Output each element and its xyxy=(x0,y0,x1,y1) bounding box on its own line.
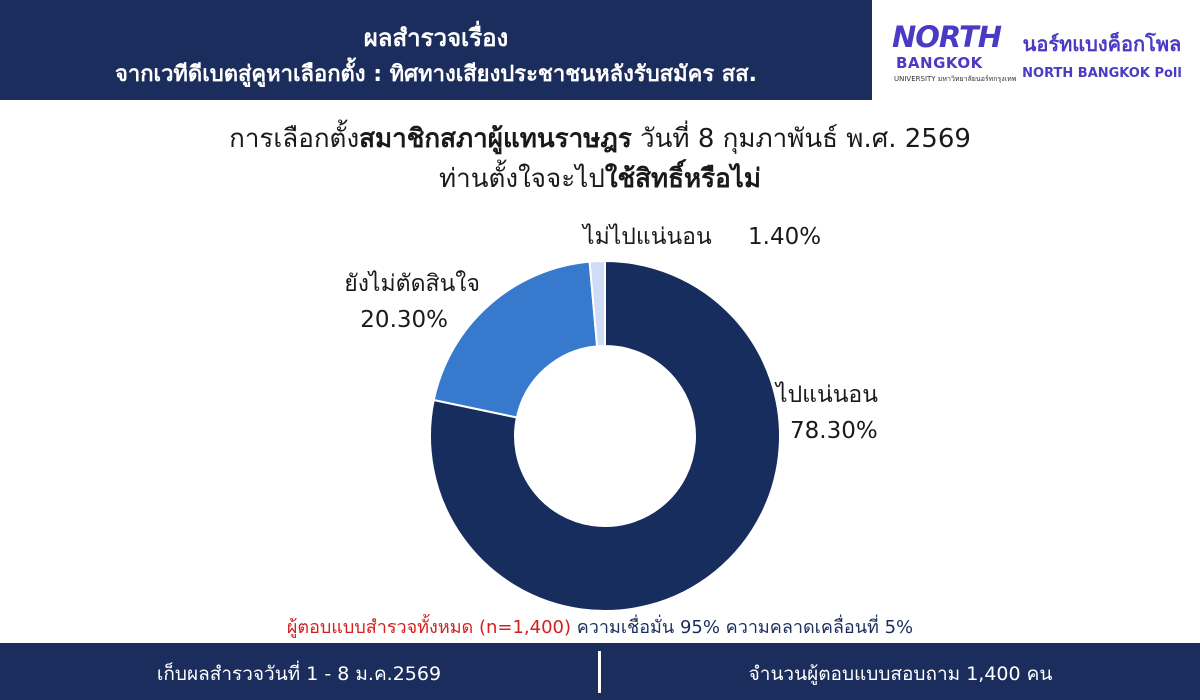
donut-slice-2 xyxy=(432,260,599,419)
value-label-3: 1.40% xyxy=(748,224,821,250)
value-label-2: 20.30% xyxy=(360,307,448,333)
respondent-count: จำนวนผู้ตอบแบบสอบถาม 1,400 คน xyxy=(748,663,1053,685)
header-line-2: จากเวทีดีเบตสู่คูหาเลือกตั้ง : ทิศทางเสี… xyxy=(114,62,758,87)
logo-mark-bottom: BANGKOK xyxy=(896,54,983,72)
poll-name-thai: นอร์ทแบงค็อกโพล xyxy=(1022,32,1182,56)
donut-slice-1 xyxy=(429,259,781,612)
survey-date: เก็บผลสำรวจวันที่ 1 - 8 ม.ค.2569 xyxy=(156,663,442,685)
title-part-d: ท่านตั้งใจจะไป xyxy=(439,164,605,194)
title-part-c: วันที่ 8 กุมภาพันธ์ พ.ศ. 2569 xyxy=(631,124,971,154)
title-part-e: ใช้สิทธิ์หรือไม่ xyxy=(604,164,761,194)
value-label-1: 78.30% xyxy=(790,418,878,444)
north-bangkok-logo: NORTH BANGKOK UNIVERSITY มหาวิทยาลัยนอร์… xyxy=(892,20,1016,84)
chart-title-line-1: การเลือกตั้งสมาชิกสภาผู้แทนราษฎร วันที่ … xyxy=(0,118,1200,159)
poll-name: นอร์ทแบงค็อกโพล NORTH BANGKOK Poll xyxy=(1010,28,1194,81)
confidence-note: ความเชื่อมั่น 95% ความคลาดเคลื่อนที่ 5% xyxy=(571,617,914,638)
title-part-b: สมาชิกสภาผู้แทนราษฎร xyxy=(359,124,632,154)
header-banner: ผลสำรวจเรื่อง จากเวทีดีเบตสู่คูหาเลือกตั… xyxy=(0,0,872,100)
donut-slice-3 xyxy=(588,259,606,348)
sample-size-note: ผู้ตอบแบบสำรวจทั้งหมด (n=1,400) xyxy=(286,617,572,638)
poll-name-english: NORTH BANGKOK Poll xyxy=(1022,66,1182,81)
logo-mark-top: NORTH xyxy=(892,20,1002,54)
sample-note: ผู้ตอบแบบสำรวจทั้งหมด (n=1,400) ความเชื่… xyxy=(0,612,1200,641)
category-label-2: ยังไม่ตัดสินใจ xyxy=(344,270,480,297)
logo-mark-sub: UNIVERSITY มหาวิทยาลัยนอร์ทกรุงเทพ xyxy=(894,75,1017,83)
title-part-a: การเลือกตั้ง xyxy=(229,124,360,154)
logo-area: NORTH BANGKOK UNIVERSITY มหาวิทยาลัยนอร์… xyxy=(872,0,1200,100)
footer-bar: เก็บผลสำรวจวันที่ 1 - 8 ม.ค.2569 จำนวนผู… xyxy=(0,643,1200,700)
category-label-3: ไม่ไปแน่นอน xyxy=(581,223,712,250)
header-line-1: ผลสำรวจเรื่อง xyxy=(363,24,509,52)
category-label-1: ไปแน่นอน xyxy=(774,381,878,408)
chart-title-line-2: ท่านตั้งใจจะไปใช้สิทธิ์หรือไม่ xyxy=(0,158,1200,199)
footer-divider xyxy=(598,651,601,693)
